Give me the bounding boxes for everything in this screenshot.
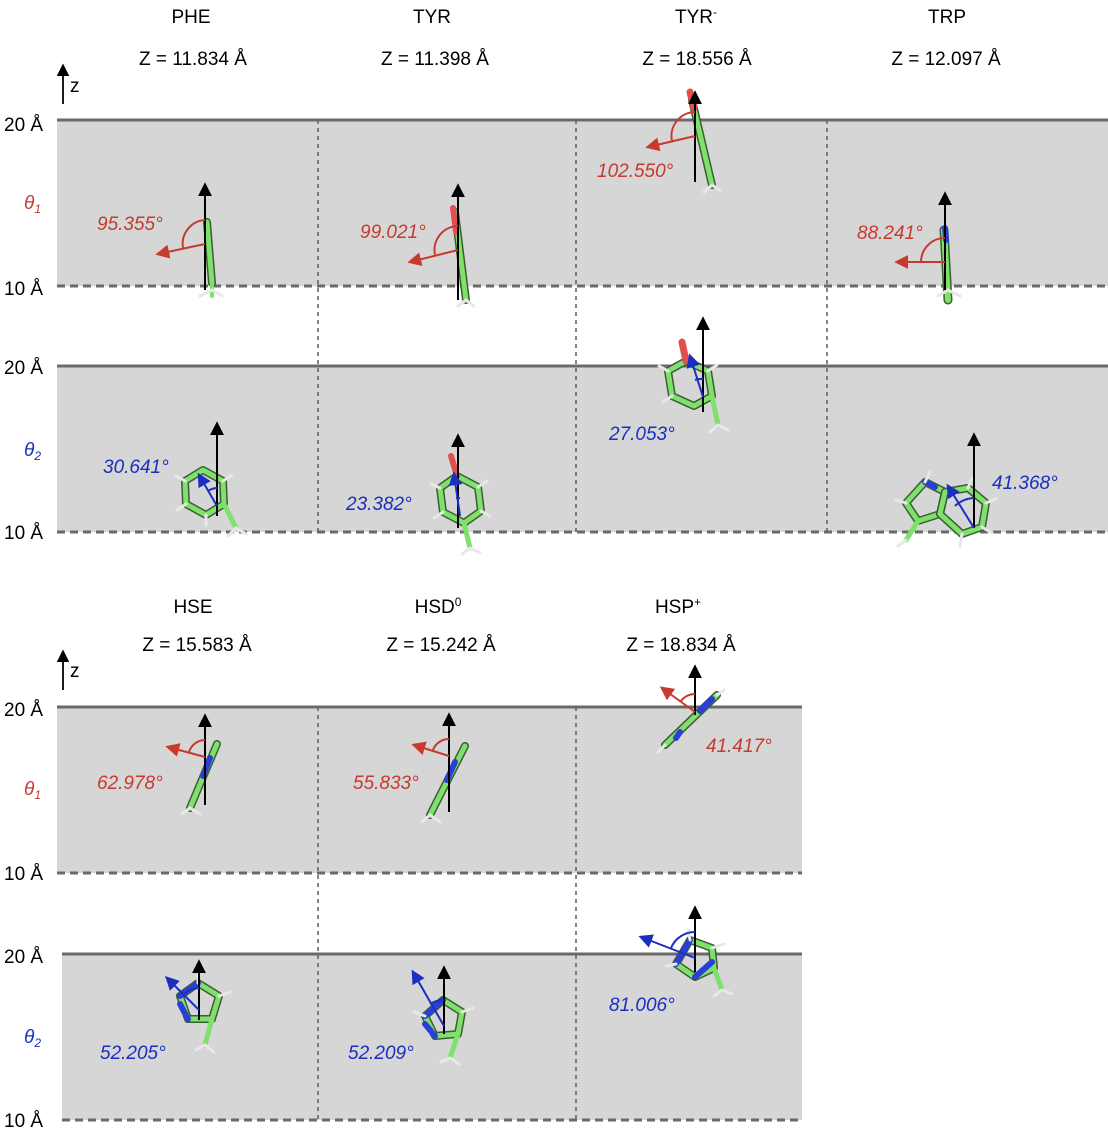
residue-name: HSE (173, 597, 212, 618)
theta1-value: 62.978° (97, 773, 163, 794)
membrane-bands (57, 118, 1108, 1122)
row-labels: θ1 θ2 θ1 θ2 (24, 193, 41, 1050)
theta2-value: 41.368° (992, 473, 1058, 494)
molecule-face-phe (174, 466, 248, 538)
molecule-face-tyr (429, 453, 492, 556)
z-axis-label: z (70, 661, 80, 682)
band-top-theta2 (57, 366, 1108, 532)
z-axis-top: z (56, 63, 80, 104)
residue-name: TYR- (675, 5, 717, 28)
molecule-side-hsd (420, 742, 469, 824)
theta2-value: 52.209° (348, 1043, 414, 1064)
molecule-side-phe (198, 218, 224, 298)
z-value: Z = 18.556 Å (642, 49, 752, 70)
theta1-value: 95.355° (97, 214, 163, 235)
theta2-value: 23.382° (345, 494, 412, 515)
theta1-value: 55.833° (353, 773, 419, 794)
z-value: Z = 18.834 Å (626, 635, 736, 656)
theta1-value: 102.550° (597, 161, 674, 182)
z-value: Z = 15.242 Å (386, 635, 496, 656)
theta2-labels: 30.641° 23.382° 27.053° 41.368° 52.205° … (100, 424, 1058, 1064)
residue-name: TRP (928, 7, 966, 28)
tick-20: 20 Å (4, 115, 43, 136)
column-headers: PHE Z = 11.834 Å TYR Z = 11.398 Å TYR- Z… (139, 5, 1001, 656)
row-label-theta2: θ2 (24, 440, 41, 463)
z-axis-label: z (70, 76, 80, 97)
theta2-value: 30.641° (103, 457, 169, 478)
theta1-value: 41.417° (706, 736, 772, 757)
row-label-theta2: θ2 (24, 1027, 41, 1050)
band-top-theta1 (57, 120, 1108, 286)
molecule-face-tyr-anion (657, 338, 730, 434)
tick-20: 20 Å (4, 358, 43, 379)
theta2-value: 81.006° (609, 995, 675, 1016)
tick-labels: 20 Å 10 Å 20 Å 10 Å 20 Å 10 Å 20 Å 10 Å (4, 115, 43, 1132)
tick-20: 20 Å (4, 947, 43, 968)
row-label-theta1: θ1 (24, 193, 41, 216)
tick-10: 10 Å (4, 864, 43, 885)
residue-name: HSD0 (415, 595, 462, 618)
z-value: Z = 11.834 Å (139, 49, 247, 70)
z-axis-bottom: z (56, 649, 80, 690)
band-bottom-theta1 (57, 707, 802, 873)
molecule-face-hsd (412, 996, 475, 1066)
theta2-value: 52.205° (100, 1043, 166, 1064)
theta1-vectors (155, 111, 946, 758)
residue-name: HSP+ (655, 595, 701, 618)
molecule-side-hsp (656, 688, 726, 754)
theta2-vectors (165, 353, 975, 1027)
tick-10: 10 Å (4, 523, 43, 544)
theta1-value: 99.021° (360, 222, 426, 243)
tick-20: 20 Å (4, 700, 43, 721)
molecule-face-trp (894, 470, 998, 548)
tick-10: 10 Å (4, 279, 43, 300)
z-value: Z = 15.583 Å (142, 635, 252, 656)
theta1-labels: 95.355° 99.021° 102.550° 88.241° 62.978°… (97, 161, 923, 794)
residue-name: TYR (413, 7, 451, 28)
tick-10: 10 Å (4, 1111, 43, 1132)
residue-name: PHE (171, 7, 210, 28)
molecule-face-hsp (664, 928, 734, 998)
theta2-value: 27.053° (608, 424, 675, 445)
row-label-theta1: θ1 (24, 779, 41, 802)
z-value: Z = 12.097 Å (891, 49, 1001, 70)
z-value: Z = 11.398 Å (381, 49, 489, 70)
theta1-value: 88.241° (857, 223, 923, 244)
